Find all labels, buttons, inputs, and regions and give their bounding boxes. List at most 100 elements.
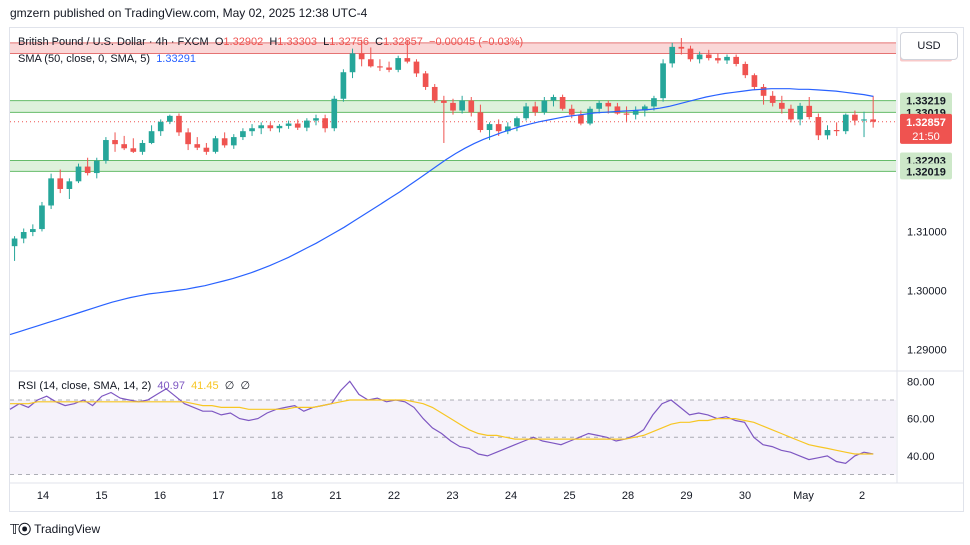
candle-body bbox=[185, 132, 191, 145]
rsi-label: RSI (14, close, SMA, 14, 2) bbox=[18, 380, 152, 392]
candle-body bbox=[477, 112, 484, 131]
candle-body bbox=[313, 118, 319, 121]
candle-body bbox=[431, 86, 438, 101]
candle-body bbox=[340, 72, 347, 99]
candle-body bbox=[230, 137, 237, 146]
candle-body bbox=[568, 108, 575, 115]
candle-body bbox=[797, 105, 803, 120]
candle-body bbox=[514, 118, 520, 127]
time-tick-label: 18 bbox=[271, 490, 283, 502]
candle-body bbox=[870, 119, 876, 122]
rsi-line bbox=[9, 380, 874, 465]
price-tick-label: 1.31000 bbox=[907, 226, 947, 238]
candle-body bbox=[523, 106, 529, 119]
time-tick-label: 17 bbox=[212, 490, 224, 502]
candle-body bbox=[852, 114, 858, 121]
candle-body bbox=[148, 131, 155, 143]
candle-body bbox=[39, 205, 45, 230]
candle-body bbox=[377, 66, 383, 68]
candle-body bbox=[48, 178, 54, 206]
tradingview-logo[interactable]: 𝕋⦿ TradingView bbox=[10, 519, 100, 538]
candle-body bbox=[833, 130, 840, 132]
candle-body bbox=[824, 130, 831, 136]
chart-frame bbox=[9, 27, 964, 512]
candle-body bbox=[660, 63, 666, 99]
candle-body bbox=[842, 114, 849, 132]
time-tick-label: 25 bbox=[563, 490, 575, 502]
candle-body bbox=[294, 123, 301, 128]
candle-body bbox=[395, 58, 402, 70]
candle-body bbox=[367, 59, 374, 67]
time-tick-label: 16 bbox=[154, 490, 166, 502]
candle-body bbox=[304, 120, 310, 128]
candles-layer bbox=[11, 38, 876, 261]
candle-body bbox=[103, 140, 109, 161]
candle-body bbox=[285, 123, 292, 126]
candle-body bbox=[130, 148, 137, 152]
price-tick-label: 1.30000 bbox=[907, 285, 947, 297]
candle-body bbox=[578, 114, 584, 124]
time-tick-label: 2 bbox=[859, 490, 865, 502]
candle-body bbox=[651, 98, 657, 107]
candle-body bbox=[267, 125, 274, 129]
candle-body bbox=[93, 160, 100, 174]
candle-body bbox=[221, 138, 228, 146]
candle-body bbox=[176, 115, 182, 133]
symbol-label[interactable]: British Pound / U.S. Dollar · 4h · FXCM bbox=[18, 36, 209, 48]
candle-body bbox=[486, 124, 493, 131]
sma-line bbox=[9, 88, 874, 336]
price-tick-label: 1.29000 bbox=[907, 344, 947, 356]
currency-button[interactable]: USD bbox=[900, 32, 958, 60]
time-tick-label: 24 bbox=[505, 490, 517, 502]
publisher-line: gmzern published on TradingView.com, May… bbox=[10, 6, 368, 20]
candle-body bbox=[30, 229, 36, 233]
time-tick-label: 14 bbox=[37, 490, 49, 502]
candle-body bbox=[778, 102, 785, 109]
candle-body bbox=[715, 58, 721, 61]
time-tick-label: 23 bbox=[446, 490, 458, 502]
candle-body bbox=[11, 238, 18, 247]
candle-body bbox=[623, 113, 630, 115]
candle-body bbox=[587, 108, 593, 124]
rsi-tick-label: 40.00 bbox=[907, 451, 935, 463]
candle-body bbox=[349, 53, 356, 73]
candle-body bbox=[605, 102, 612, 107]
time-tick-label: 21 bbox=[329, 490, 341, 502]
rsi-extra-1: ∅ bbox=[224, 380, 235, 392]
sma-legend[interactable]: SMA (50, close, 0, SMA, 5) 1.33291 bbox=[18, 53, 196, 65]
candle-body bbox=[422, 73, 429, 87]
rsi-background-layer bbox=[10, 399, 896, 476]
time-tick-label: 30 bbox=[739, 490, 751, 502]
candle-body bbox=[596, 102, 602, 109]
candle-body bbox=[167, 115, 173, 122]
candle-body bbox=[696, 54, 703, 60]
sma-layer bbox=[9, 88, 874, 336]
time-tick-label: 29 bbox=[680, 490, 692, 502]
candle-body bbox=[157, 121, 164, 132]
candle-body bbox=[203, 147, 210, 152]
price-legend: British Pound / U.S. Dollar · 4h · FXCM … bbox=[18, 36, 523, 48]
price-label-support: 1.32019 bbox=[906, 166, 946, 178]
candle-body bbox=[57, 178, 64, 189]
candle-body bbox=[386, 67, 392, 70]
candle-body bbox=[84, 166, 91, 174]
candle-body bbox=[121, 144, 128, 149]
candle-body bbox=[705, 54, 712, 59]
open-value: 1.32902 bbox=[223, 36, 264, 48]
rsi-legend[interactable]: RSI (14, close, SMA, 14, 2) 40.97 41.45 … bbox=[18, 379, 250, 392]
axes-layer: 1.29000 1.30000 1.31000 80.00 60.00 40.00 14 15… bbox=[10, 28, 964, 502]
zone-resistance-0 bbox=[10, 42, 896, 54]
candle-body bbox=[258, 125, 265, 129]
candle-body bbox=[358, 53, 365, 60]
rsi-value: 40.97 bbox=[157, 380, 185, 392]
candle-body bbox=[769, 95, 776, 103]
candle-body bbox=[249, 128, 255, 132]
candle-body bbox=[322, 118, 328, 129]
high-label: H bbox=[269, 36, 278, 48]
close-label: C bbox=[375, 36, 384, 48]
candle-body bbox=[760, 86, 767, 96]
low-value: 1.32756 bbox=[329, 36, 370, 48]
time-tick-label: 22 bbox=[388, 490, 400, 502]
candle-body bbox=[450, 102, 456, 111]
